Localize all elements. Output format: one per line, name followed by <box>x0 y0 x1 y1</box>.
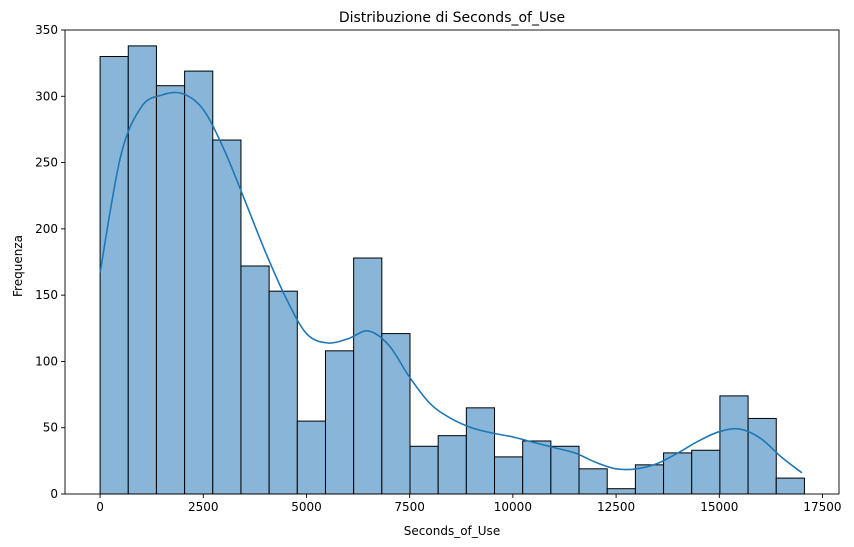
axes-frame <box>64 29 840 495</box>
y-tick-label: 100 <box>35 354 58 368</box>
histogram-bars <box>99 45 805 495</box>
histogram-bar <box>578 468 608 495</box>
histogram-bar <box>606 488 636 495</box>
histogram-bar <box>550 445 580 495</box>
histogram-bar <box>127 45 157 495</box>
x-tick-label: 2500 <box>188 500 219 514</box>
histogram-bar <box>691 449 721 495</box>
x-tick-label: 17500 <box>803 500 841 514</box>
kde-curve <box>99 91 803 474</box>
histogram-bar <box>409 445 439 495</box>
y-tick-label: 300 <box>35 89 58 103</box>
x-tick-label: 10000 <box>494 500 532 514</box>
x-tick-label: 7500 <box>394 500 425 514</box>
histogram-bar <box>719 395 749 495</box>
histogram-bar <box>494 456 524 495</box>
y-tick-label: 50 <box>43 421 58 435</box>
histogram-bar <box>522 440 552 495</box>
x-tick-label: 12500 <box>597 500 635 514</box>
y-axis: 0 50 100 150 200 250 300 350 <box>35 23 65 501</box>
y-axis-label: Frequenza <box>11 235 25 297</box>
histogram-bar <box>99 56 129 495</box>
histogram-bar <box>465 407 496 495</box>
histogram-bar <box>747 417 777 495</box>
histogram-bar <box>212 139 242 495</box>
histogram-bar <box>155 85 186 495</box>
histogram-bar <box>775 477 805 495</box>
x-axis: 0 2500 5000 7500 10000 12500 15000 17500 <box>96 494 842 514</box>
histogram-bar <box>634 464 665 495</box>
x-axis-label: Seconds_of_Use <box>404 524 500 538</box>
histogram-bar <box>381 333 411 495</box>
y-tick-label: 350 <box>35 23 58 37</box>
histogram-bar <box>324 350 355 495</box>
y-tick-label: 200 <box>35 222 58 236</box>
chart-title: Distribuzione di Seconds_of_Use <box>339 10 565 26</box>
y-tick-label: 150 <box>35 288 58 302</box>
y-tick-label: 0 <box>50 487 58 501</box>
histogram-bar <box>184 70 214 495</box>
histogram-bar <box>353 257 383 495</box>
histogram-bar <box>240 265 270 495</box>
x-tick-label: 5000 <box>291 500 322 514</box>
histogram-bar <box>296 420 326 495</box>
y-tick-label: 250 <box>35 156 58 170</box>
histogram-bar <box>268 290 298 495</box>
x-tick-label: 15000 <box>700 500 738 514</box>
x-tick-label: 0 <box>96 500 104 514</box>
histogram-bar <box>437 435 467 495</box>
